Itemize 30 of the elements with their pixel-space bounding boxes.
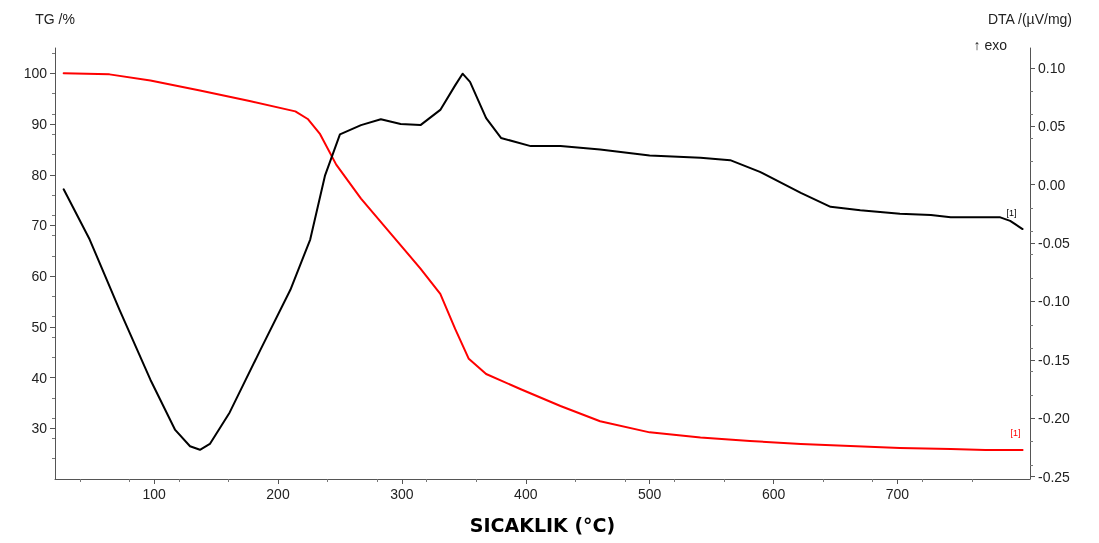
line-series bbox=[62, 72, 1024, 452]
x-tick-label: 600 bbox=[761, 486, 786, 502]
y2-tick-label: -0.10 bbox=[1038, 293, 1071, 310]
y-tick-label: 40 bbox=[31, 369, 48, 386]
x-tick-label: 700 bbox=[885, 486, 910, 502]
y-tick-label: 90 bbox=[31, 116, 48, 133]
y2-tick-label: -0.25 bbox=[1038, 468, 1071, 485]
x-tick-label: 100 bbox=[142, 486, 166, 502]
x-tick-label: 400 bbox=[514, 486, 538, 502]
x-axis-title: SICAKLIK (°C) bbox=[469, 513, 616, 536]
annotation: [1] bbox=[1010, 427, 1021, 438]
y-tick-label: 80 bbox=[31, 166, 48, 183]
y2-tick-label: -0.05 bbox=[1038, 235, 1071, 252]
annotation: ↑ exo bbox=[973, 37, 1008, 53]
x-tick-label: 200 bbox=[266, 486, 290, 502]
y2-tick-label: 0.05 bbox=[1038, 118, 1066, 135]
y-tick-label: 30 bbox=[31, 420, 48, 437]
y2-axis-title: DTA /(µV/mg) bbox=[987, 11, 1073, 27]
y-tick-label: 70 bbox=[31, 217, 48, 234]
y-tick-label: 60 bbox=[31, 268, 48, 285]
y-axis-title: TG /% bbox=[35, 11, 75, 27]
x-tick-label: 300 bbox=[390, 486, 414, 502]
y2-tick-label: 0.00 bbox=[1038, 176, 1066, 193]
y-tick-label: 100 bbox=[23, 65, 48, 82]
y-tick-label: 50 bbox=[31, 318, 48, 335]
y2-tick-label: -0.15 bbox=[1038, 351, 1071, 368]
y2-tick-label: 0.10 bbox=[1038, 59, 1066, 76]
x-tick-label: 500 bbox=[637, 486, 662, 502]
annotation: [1] bbox=[1006, 208, 1017, 219]
y2-tick-label: -0.20 bbox=[1038, 410, 1071, 427]
